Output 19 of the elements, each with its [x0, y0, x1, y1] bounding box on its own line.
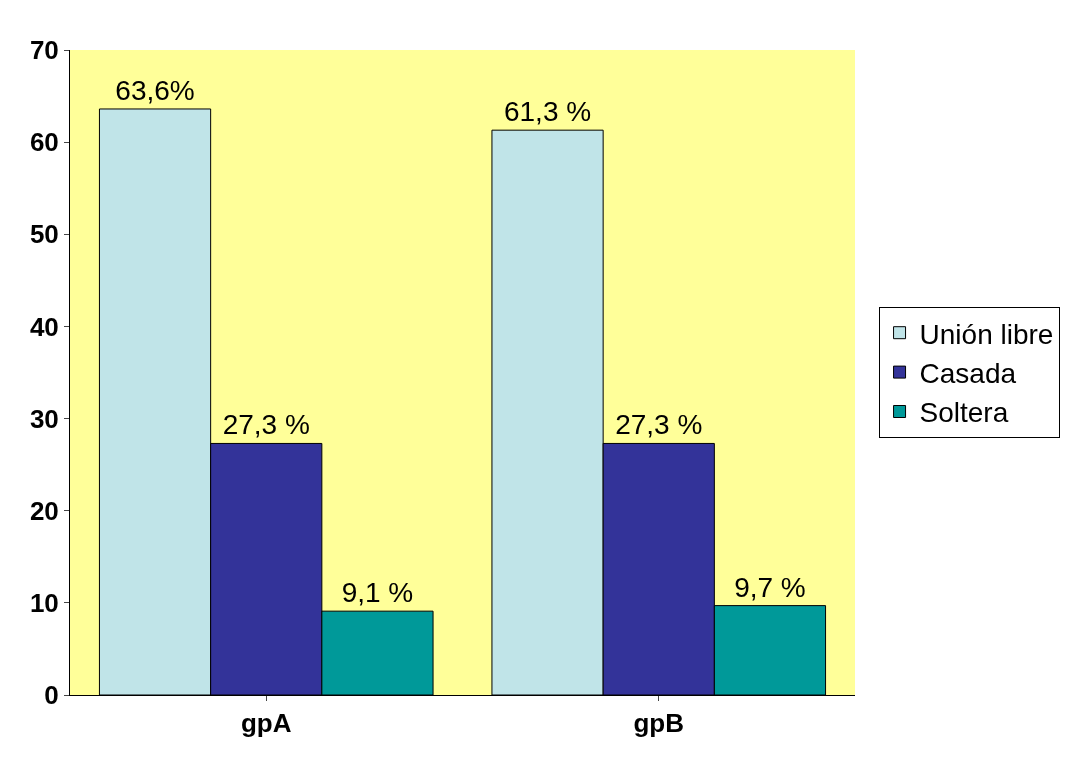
y-tick-label: 0 [44, 680, 59, 711]
y-tick-label: 60 [29, 127, 59, 158]
legend-label: Unión libre [919, 318, 1054, 350]
legend-label: Casada [919, 358, 1017, 390]
y-tick-label: 40 [29, 311, 59, 342]
y-tick-label: 70 [29, 35, 59, 66]
x-tick-label: gpB [633, 708, 685, 739]
data-label: 63,6% [115, 74, 195, 106]
data-label: 61,3 % [503, 96, 592, 128]
legend-label: Soltera [919, 397, 1009, 429]
data-label: 9,7 % [734, 571, 806, 603]
y-tick-label: 50 [29, 219, 59, 250]
y-tick-label: 10 [29, 587, 59, 618]
y-tick-label: 30 [29, 403, 59, 434]
y-tick-label: 20 [29, 495, 59, 526]
data-label: 27,3 % [615, 409, 703, 441]
data-label: 9,1 % [341, 577, 414, 609]
data-label: 27,3 % [222, 409, 310, 441]
x-tick-label: gpA [240, 708, 292, 739]
